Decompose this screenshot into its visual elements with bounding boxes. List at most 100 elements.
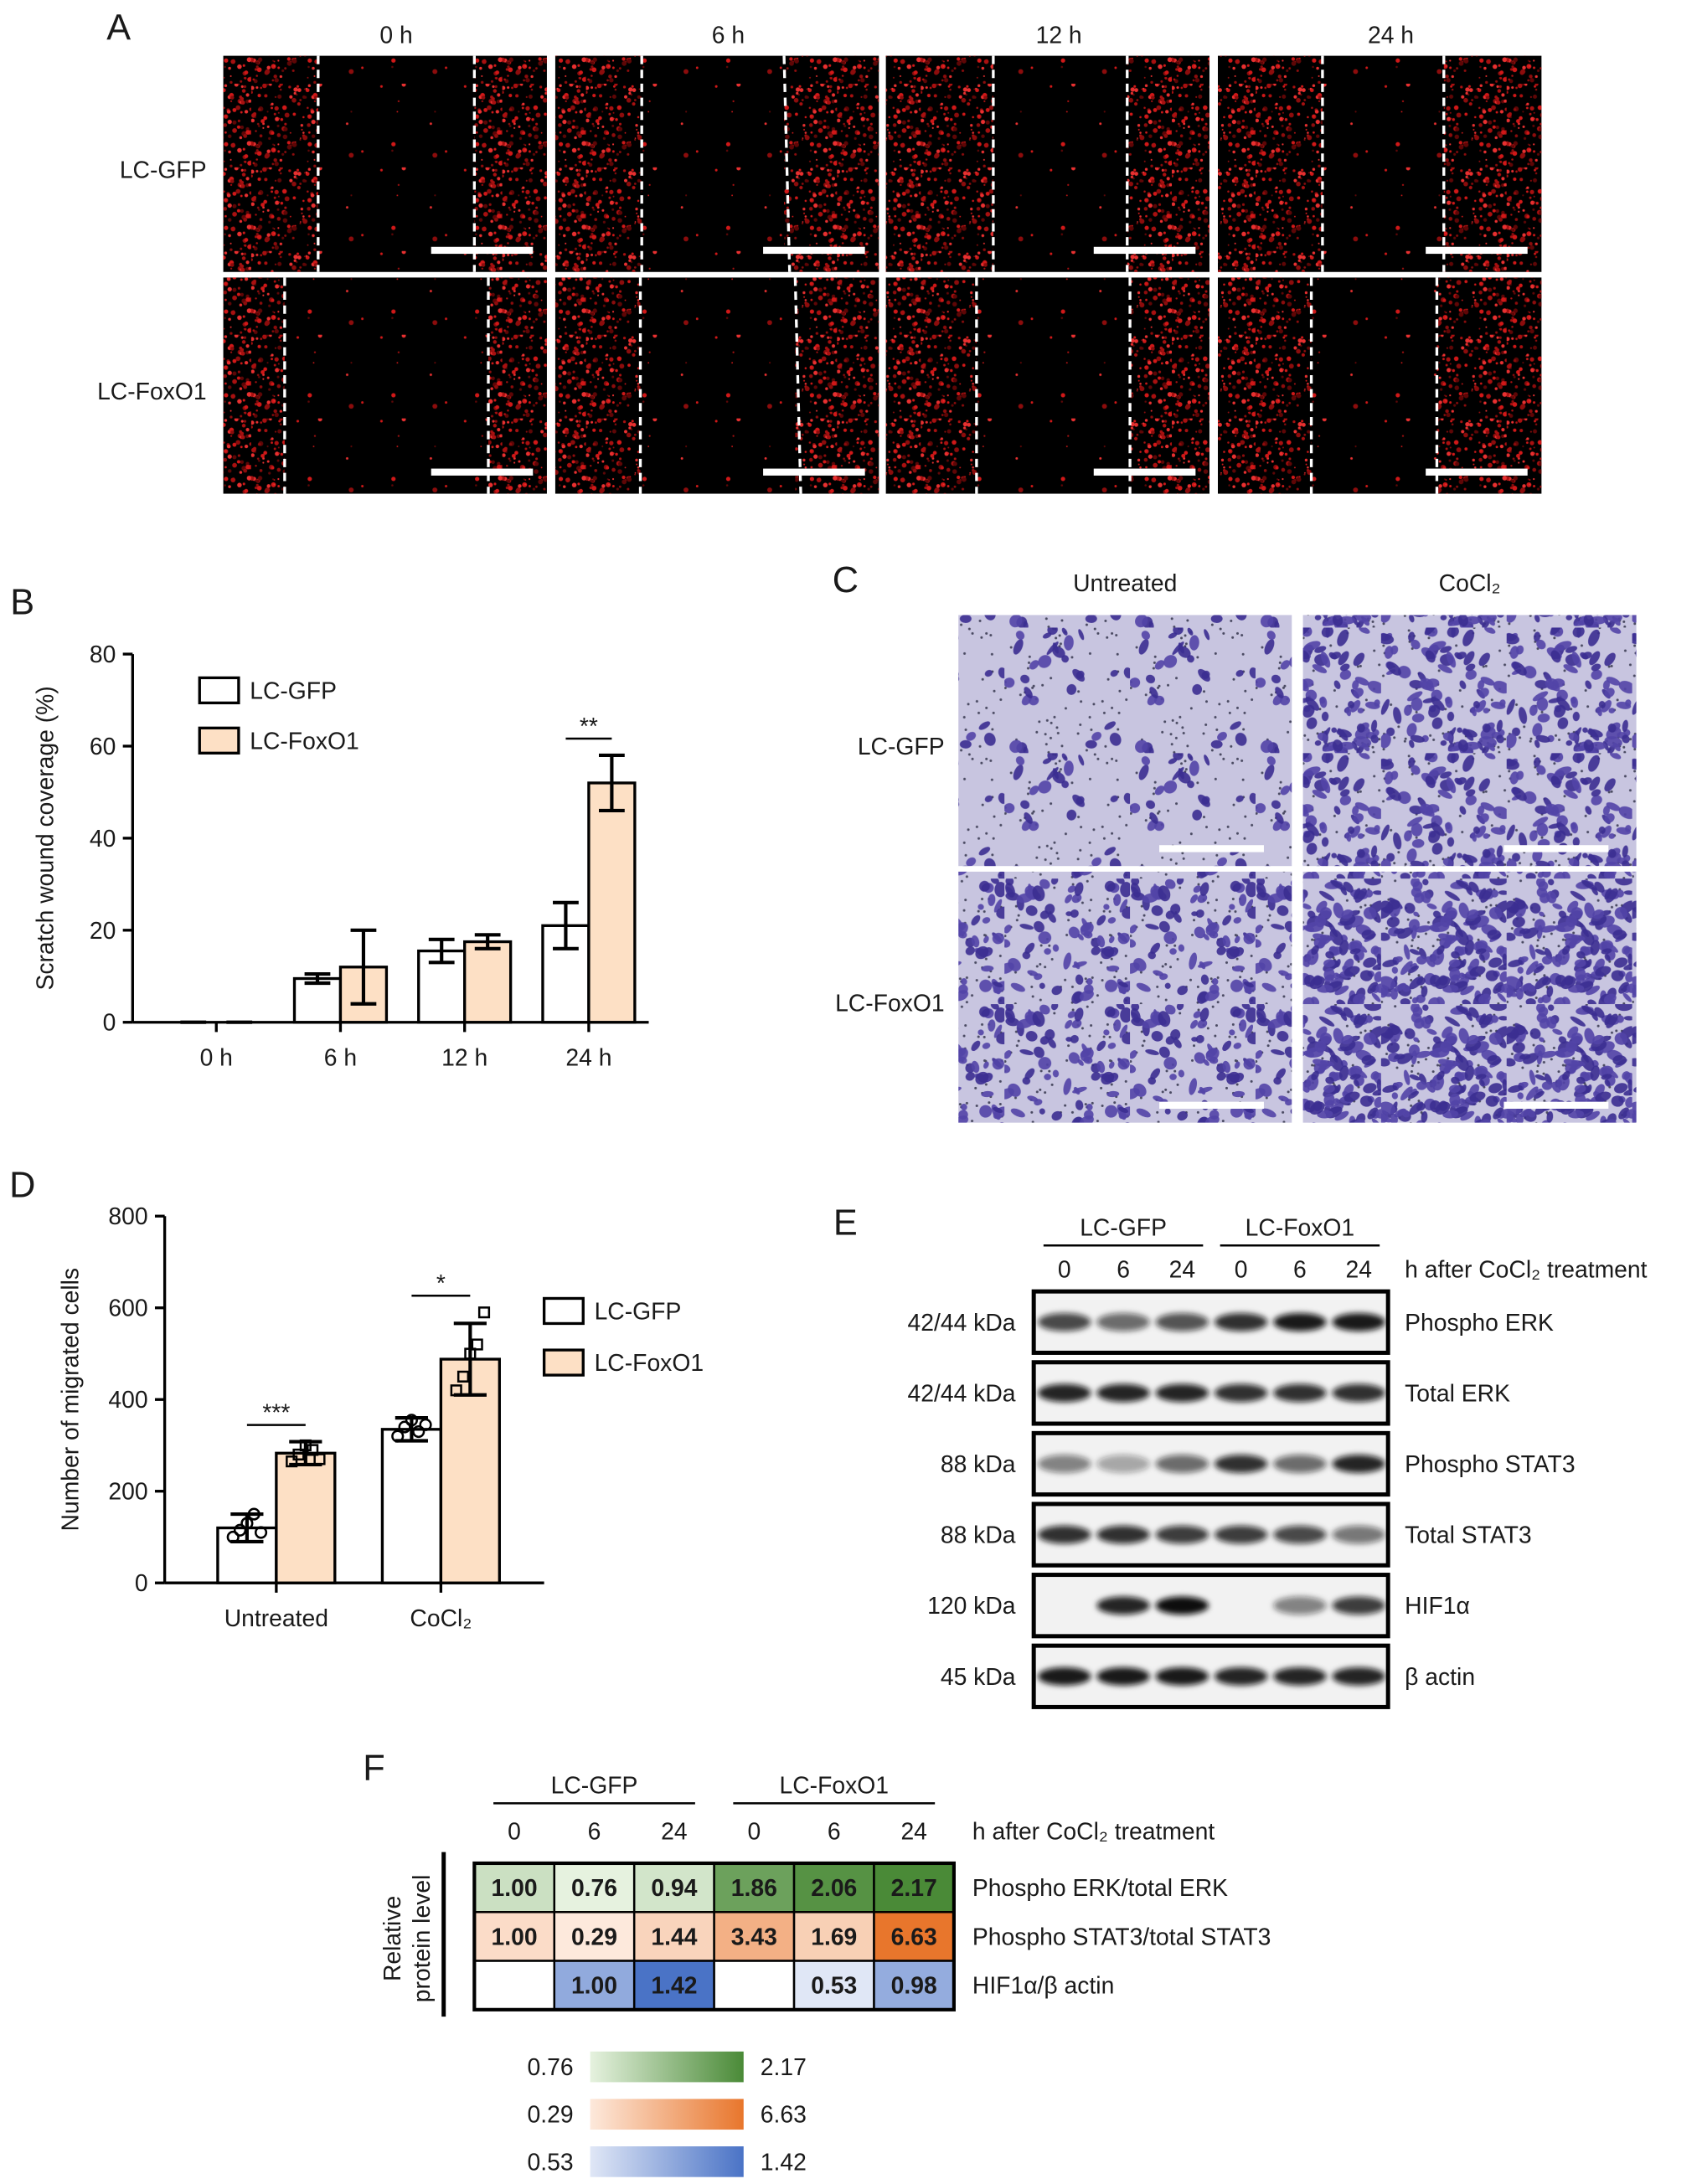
legend-label: LC-GFP [595, 1297, 682, 1324]
y-tick-label: 40 [90, 825, 116, 852]
cell-value: 1.69 [811, 1923, 857, 1950]
lane-label: 0 [508, 1818, 521, 1845]
band [1273, 1666, 1327, 1686]
band [1155, 1383, 1209, 1403]
legend-swatch [542, 1296, 585, 1326]
scale-bar [1093, 468, 1196, 476]
cell-region [223, 277, 285, 494]
cell-value: 1.44 [651, 1923, 697, 1950]
column-header: 6 h [712, 22, 745, 49]
cell-region [1217, 55, 1323, 272]
column-header: Untreated [1073, 569, 1177, 596]
band [1332, 1525, 1385, 1544]
data-point [477, 1306, 491, 1319]
cell-region [1130, 277, 1210, 494]
heat-cell [792, 1911, 875, 1962]
lane-label: 6 [588, 1818, 601, 1845]
colorbar-max: 2.17 [761, 2053, 807, 2080]
legend-swatch [198, 726, 240, 755]
cell-value: 3.43 [731, 1923, 777, 1950]
molecular-weight: 88 kDa [941, 1450, 1016, 1477]
scale-bar [431, 246, 534, 255]
band [1215, 1383, 1268, 1403]
lane-label: 6 [1293, 1256, 1307, 1283]
band [1096, 1383, 1150, 1403]
y-tick-label: 20 [90, 917, 116, 944]
legend-label: LC-FoxO1 [250, 727, 359, 754]
colorbar [590, 2099, 744, 2130]
protein-name: HIF1α [1405, 1592, 1470, 1619]
y-tick-label: 600 [108, 1295, 147, 1321]
cell-value: 1.00 [492, 1923, 538, 1950]
legend-label: LC-GFP [250, 677, 337, 703]
heat-cell [713, 1911, 796, 1962]
legend-swatch [198, 676, 240, 705]
x-tick-label: CoCl₂ [410, 1605, 472, 1631]
cell-region [223, 55, 318, 272]
cell-region [1443, 55, 1542, 272]
micrograph [958, 615, 1292, 867]
lane-label: 6 [828, 1818, 841, 1845]
band [1096, 1525, 1150, 1544]
x-tick-label: 0 h [200, 1043, 233, 1070]
cell-region [554, 277, 641, 494]
band [1215, 1455, 1268, 1473]
y-tick-label: 400 [108, 1386, 147, 1413]
y-tick-label: 60 [90, 733, 116, 760]
y-tick-label: 800 [108, 1203, 147, 1229]
band [1096, 1312, 1150, 1332]
column-header: CoCl₂ [1439, 569, 1501, 596]
bar [275, 1451, 337, 1584]
band [1215, 1666, 1268, 1686]
error-bar [395, 1416, 428, 1443]
y-tick-label: 200 [108, 1478, 147, 1505]
lane-title: h after CoCl₂ treatment [1405, 1256, 1647, 1283]
colorbar-max: 1.42 [761, 2148, 807, 2175]
heat-cell [473, 1911, 556, 1962]
row-label: LC-FoxO1 [97, 378, 207, 404]
cell-value: 1.86 [731, 1874, 777, 1901]
scale-bar [763, 246, 865, 255]
band [1273, 1312, 1327, 1332]
colorbar [590, 2051, 744, 2083]
cell-region [474, 55, 547, 272]
x-tick-label: 6 h [324, 1043, 357, 1070]
error-bar [304, 971, 331, 986]
scale-bar [1426, 246, 1528, 255]
lane-label: 24 [1345, 1256, 1371, 1283]
micrograph [1302, 871, 1637, 1123]
error-bar [350, 928, 377, 1006]
protein-name: Total ERK [1405, 1379, 1510, 1406]
column-header: 12 h [1036, 22, 1082, 49]
cell-region [885, 277, 977, 494]
band [1155, 1455, 1209, 1473]
panel-letter: F [363, 1749, 384, 1789]
error-bar [428, 937, 455, 965]
column-header: 0 h [379, 22, 412, 49]
panel-letter: E [833, 1203, 858, 1244]
error-bar [474, 933, 501, 950]
blot [1031, 1643, 1390, 1709]
band [1273, 1383, 1327, 1403]
band [1332, 1596, 1385, 1615]
molecular-weight: 88 kDa [941, 1522, 1016, 1548]
scale-bar [1503, 845, 1609, 852]
heat-cell [632, 1862, 715, 1914]
data-point [254, 1526, 268, 1539]
colorbar-min: 0.29 [528, 2101, 574, 2128]
band [1096, 1455, 1150, 1473]
micrograph [958, 871, 1292, 1123]
y-axis-label: Scratch wound coverage (%) [31, 686, 58, 990]
blot [1031, 1502, 1390, 1568]
cell-region [487, 277, 547, 494]
x-tick-label: 12 h [441, 1043, 487, 1070]
colorbar-min: 0.76 [528, 2053, 574, 2080]
scale-bar [1093, 246, 1196, 255]
heat-cell [473, 1862, 556, 1914]
lane-label: 0 [1235, 1256, 1248, 1283]
blot [1031, 1430, 1390, 1497]
table-border [472, 1861, 956, 2011]
error-bar [289, 1440, 322, 1467]
cell-value: 0.29 [571, 1923, 617, 1950]
